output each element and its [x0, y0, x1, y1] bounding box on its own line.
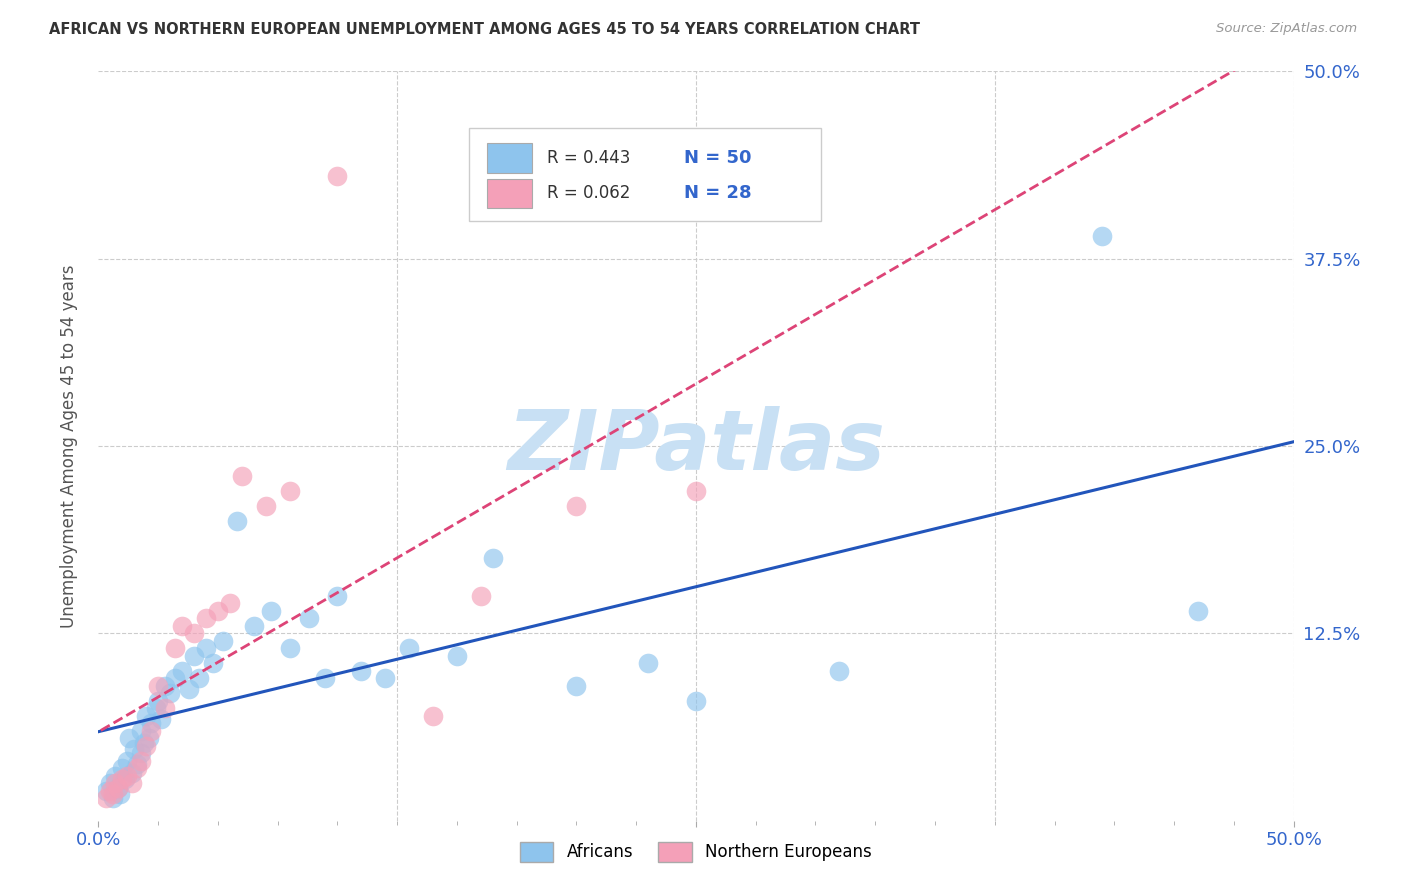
Point: [828, 664, 851, 678]
Point: [446, 648, 468, 663]
Point: [125, 756, 148, 771]
Point: [211, 633, 233, 648]
Point: [104, 769, 127, 783]
Text: N = 28: N = 28: [685, 185, 752, 202]
Y-axis label: Unemployment Among Ages 45 to 54 years: Unemployment Among Ages 45 to 54 years: [59, 264, 77, 628]
FancyBboxPatch shape: [486, 143, 533, 172]
Point: [254, 499, 277, 513]
Point: [398, 641, 420, 656]
Point: [183, 648, 205, 663]
Point: [278, 641, 301, 656]
Point: [149, 712, 172, 726]
Point: [125, 761, 148, 775]
Point: [111, 772, 134, 786]
Point: [108, 787, 131, 801]
Text: AFRICAN VS NORTHERN EUROPEAN UNEMPLOYMENT AMONG AGES 45 TO 54 YEARS CORRELATION : AFRICAN VS NORTHERN EUROPEAN UNEMPLOYMEN…: [49, 22, 920, 37]
Point: [259, 604, 281, 618]
Point: [139, 723, 162, 738]
Point: [231, 469, 253, 483]
Point: [298, 611, 321, 625]
Point: [374, 671, 396, 685]
Point: [187, 671, 209, 685]
Point: [135, 739, 157, 753]
Text: R = 0.062: R = 0.062: [547, 185, 630, 202]
Point: [179, 681, 201, 696]
Point: [1091, 229, 1114, 244]
Text: Source: ZipAtlas.com: Source: ZipAtlas.com: [1216, 22, 1357, 36]
Point: [172, 664, 194, 678]
Point: [138, 731, 160, 746]
Point: [163, 671, 186, 685]
Point: [565, 499, 588, 513]
Point: [118, 731, 141, 746]
Point: [131, 754, 153, 768]
Point: [121, 765, 143, 780]
Point: [685, 483, 707, 498]
Point: [195, 641, 218, 656]
Point: [107, 780, 129, 795]
Point: [115, 754, 138, 768]
Point: [101, 787, 124, 801]
Point: [104, 776, 127, 790]
Point: [481, 551, 505, 566]
Point: [278, 483, 301, 498]
Point: [219, 596, 242, 610]
Point: [132, 736, 155, 750]
Point: [121, 776, 143, 790]
Point: [148, 679, 170, 693]
Point: [145, 701, 167, 715]
Point: [98, 776, 122, 790]
Point: [565, 679, 588, 693]
Point: [226, 514, 249, 528]
Point: [326, 169, 349, 184]
Point: [243, 619, 266, 633]
Point: [637, 657, 659, 671]
Point: [107, 780, 129, 795]
Point: [685, 694, 707, 708]
Point: [114, 772, 136, 786]
Legend: Africans, Northern Europeans: Africans, Northern Europeans: [513, 835, 879, 869]
Point: [315, 671, 337, 685]
Point: [155, 679, 177, 693]
Point: [111, 761, 134, 775]
Point: [163, 641, 186, 656]
Point: [98, 783, 122, 797]
Point: [94, 783, 117, 797]
Point: [101, 791, 124, 805]
FancyBboxPatch shape: [470, 128, 821, 221]
Point: [139, 716, 162, 731]
Point: [115, 769, 138, 783]
Point: [155, 701, 177, 715]
Point: [131, 723, 153, 738]
Point: [183, 626, 205, 640]
Point: [172, 619, 194, 633]
Text: R = 0.443: R = 0.443: [547, 149, 630, 167]
Text: ZIPatlas: ZIPatlas: [508, 406, 884, 486]
Point: [326, 589, 349, 603]
Point: [350, 664, 373, 678]
Point: [207, 604, 229, 618]
FancyBboxPatch shape: [486, 178, 533, 209]
Text: N = 50: N = 50: [685, 149, 752, 167]
Point: [422, 708, 444, 723]
Point: [124, 741, 146, 756]
Point: [131, 746, 153, 760]
Point: [1187, 604, 1209, 618]
Point: [202, 657, 225, 671]
Point: [94, 791, 117, 805]
Point: [195, 611, 218, 625]
Point: [470, 589, 492, 603]
Point: [159, 686, 181, 700]
Point: [148, 694, 170, 708]
Point: [135, 708, 157, 723]
